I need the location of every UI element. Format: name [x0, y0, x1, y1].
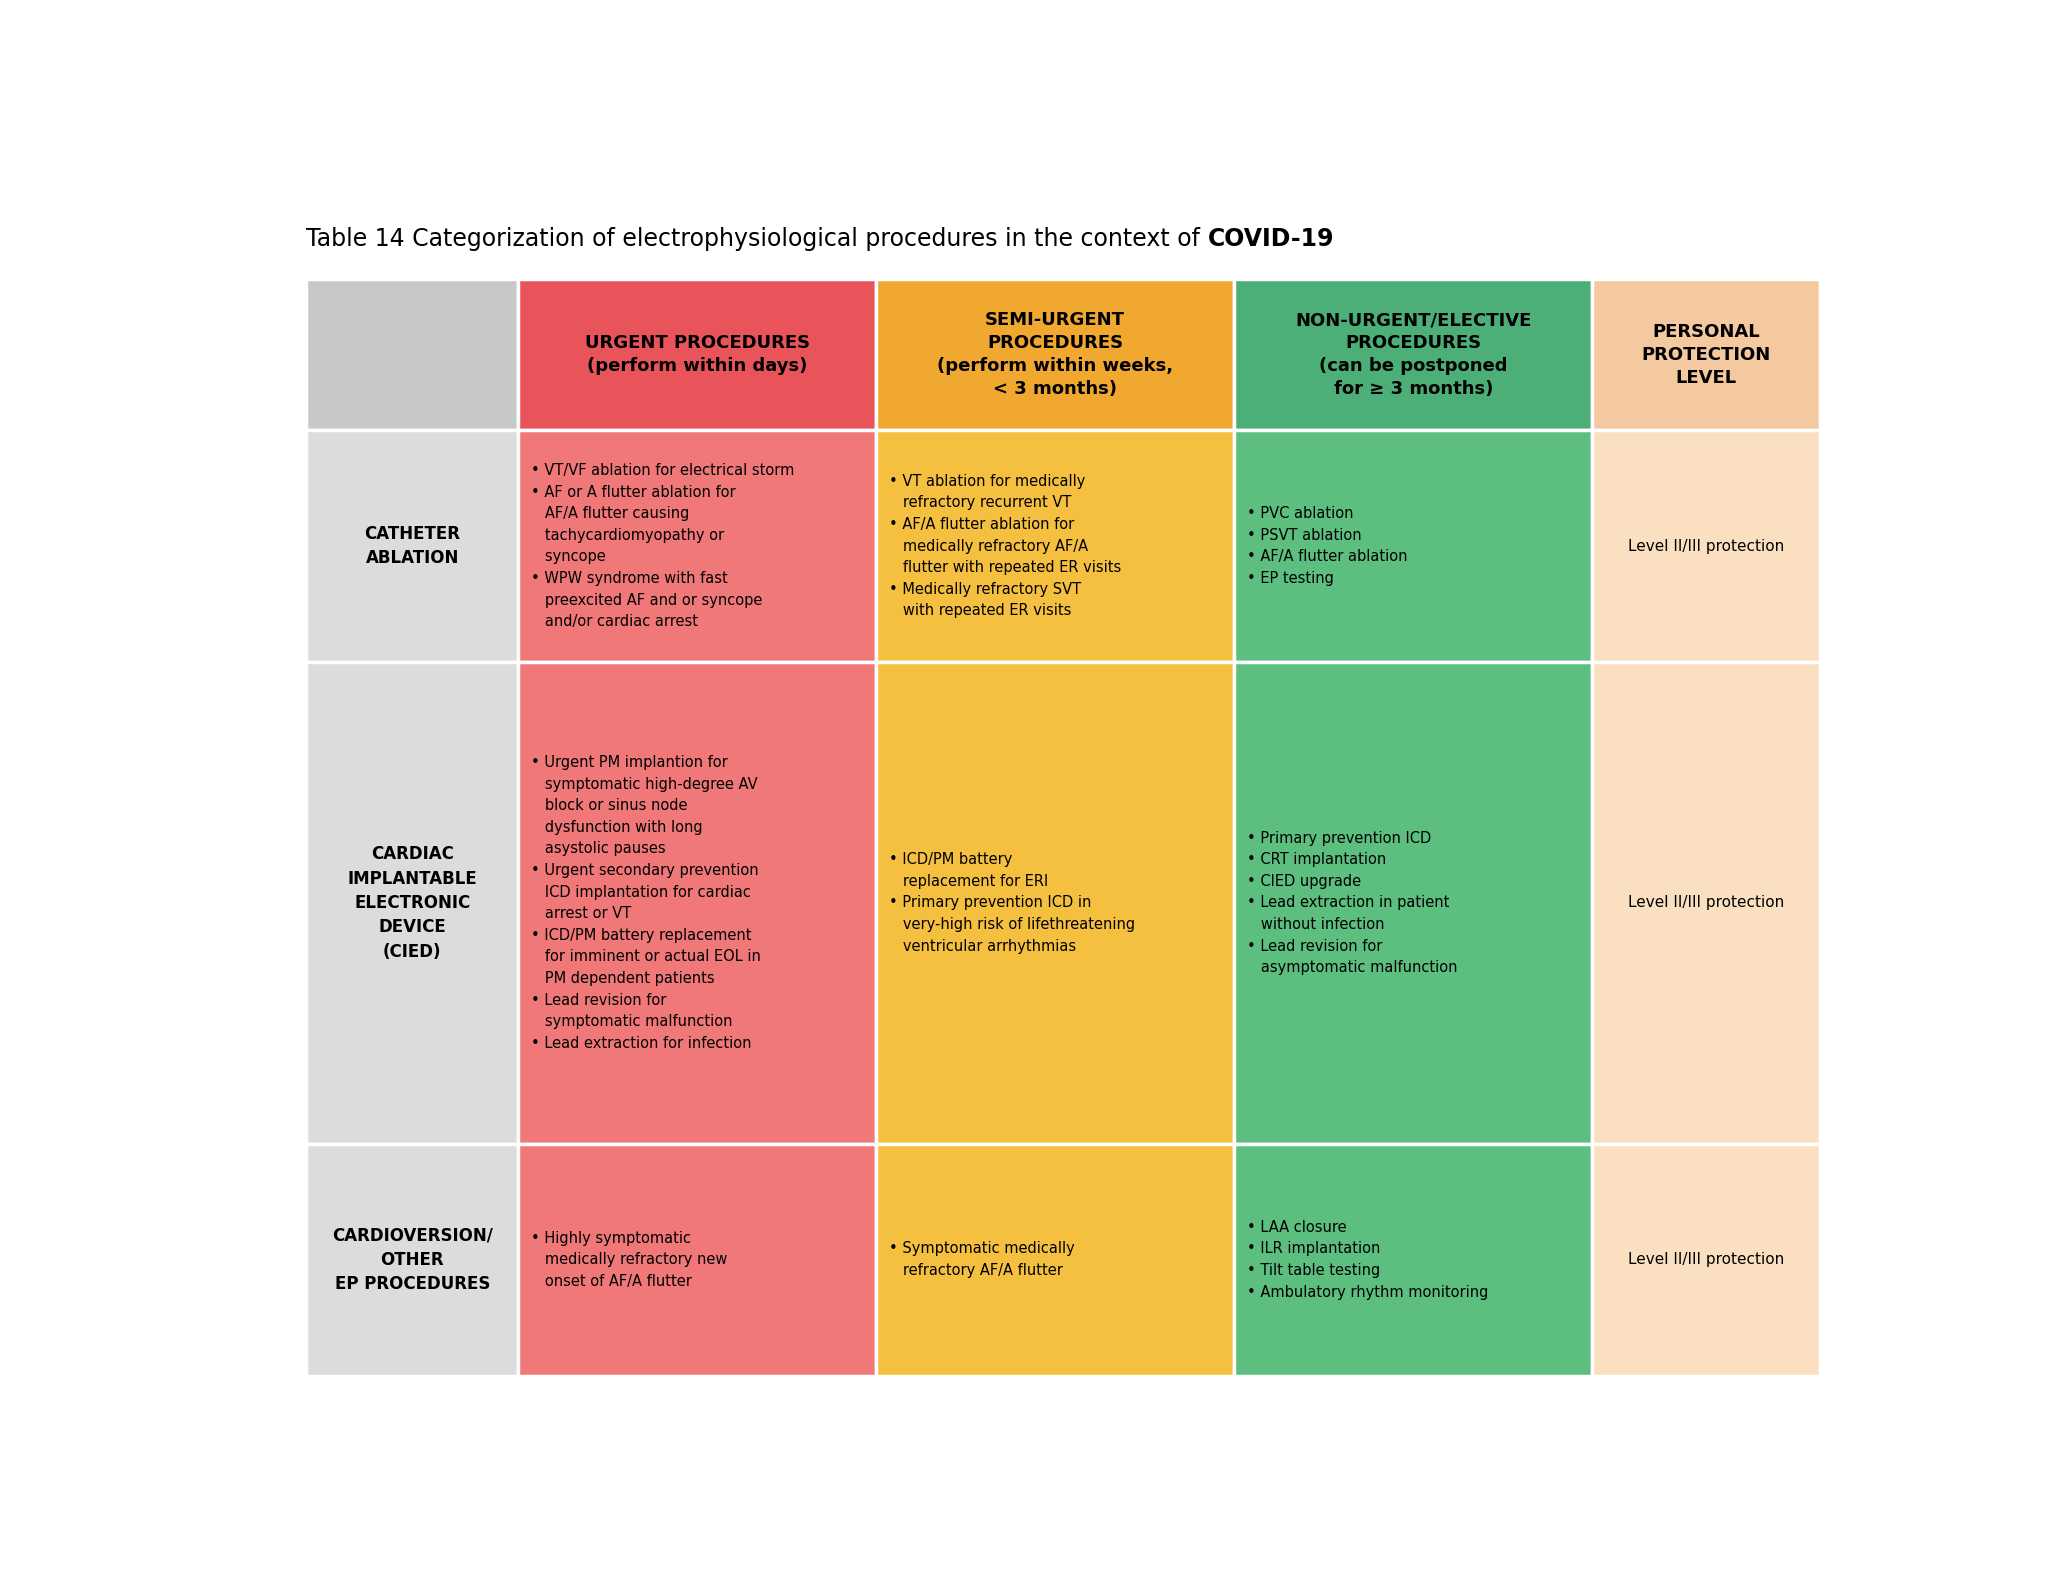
Bar: [876, 663, 1234, 1145]
Text: CATHETER
ABLATION: CATHETER ABLATION: [364, 524, 461, 567]
Bar: [1234, 279, 1592, 430]
Bar: [1234, 1145, 1592, 1375]
Bar: [1592, 279, 1821, 430]
Text: PERSONAL
PROTECTION
LEVEL: PERSONAL PROTECTION LEVEL: [1641, 323, 1771, 386]
Text: Level II/III protection: Level II/III protection: [1629, 539, 1784, 554]
Bar: [519, 1145, 876, 1375]
Text: URGENT PROCEDURES
(perform within days): URGENT PROCEDURES (perform within days): [585, 334, 810, 375]
Bar: [876, 1145, 1234, 1375]
Text: • VT/VF ablation for electrical storm
• AF or A flutter ablation for
   AF/A flu: • VT/VF ablation for electrical storm • …: [531, 463, 794, 630]
Text: Level II/III protection: Level II/III protection: [1629, 1253, 1784, 1267]
Bar: [519, 279, 876, 430]
Text: CARDIOVERSION/
OTHER
EP PROCEDURES: CARDIOVERSION/ OTHER EP PROCEDURES: [333, 1226, 492, 1294]
Bar: [306, 1145, 519, 1375]
Text: • Highly symptomatic
   medically refractory new
   onset of AF/A flutter: • Highly symptomatic medically refractor…: [531, 1231, 728, 1289]
Bar: [876, 430, 1234, 663]
Text: • Symptomatic medically
   refractory AF/A flutter: • Symptomatic medically refractory AF/A …: [889, 1242, 1075, 1278]
Text: • VT ablation for medically
   refractory recurrent VT
• AF/A flutter ablation f: • VT ablation for medically refractory r…: [889, 474, 1120, 619]
Bar: [306, 279, 519, 430]
Text: • Urgent PM implantion for
   symptomatic high-degree AV
   block or sinus node
: • Urgent PM implantion for symptomatic h…: [531, 755, 761, 1050]
Bar: [519, 430, 876, 663]
Text: SEMI-URGENT
PROCEDURES
(perform within weeks,
< 3 months): SEMI-URGENT PROCEDURES (perform within w…: [936, 311, 1174, 399]
Text: CARDIAC
IMPLANTABLE
ELECTRONIC
DEVICE
(CIED): CARDIAC IMPLANTABLE ELECTRONIC DEVICE (C…: [347, 845, 477, 961]
Text: • Primary prevention ICD
• CRT implantation
• CIED upgrade
• Lead extraction in : • Primary prevention ICD • CRT implantat…: [1246, 831, 1457, 975]
Text: • ICD/PM battery
   replacement for ERI
• Primary prevention ICD in
   very-high: • ICD/PM battery replacement for ERI • P…: [889, 853, 1135, 953]
Text: • PVC ablation
• PSVT ablation
• AF/A flutter ablation
• EP testing: • PVC ablation • PSVT ablation • AF/A fl…: [1246, 506, 1408, 586]
Bar: [1592, 663, 1821, 1145]
Bar: [1234, 430, 1592, 663]
Bar: [306, 430, 519, 663]
Text: NON-URGENT/ELECTIVE
PROCEDURES
(can be postponed
for ≥ 3 months): NON-URGENT/ELECTIVE PROCEDURES (can be p…: [1296, 311, 1532, 399]
Bar: [1592, 1145, 1821, 1375]
Text: Level II/III protection: Level II/III protection: [1629, 895, 1784, 911]
Text: Table 14 Categorization of electrophysiological procedures in the context of: Table 14 Categorization of electrophysio…: [306, 228, 1207, 251]
Bar: [1592, 430, 1821, 663]
Bar: [306, 663, 519, 1145]
Text: • LAA closure
• ILR implantation
• Tilt table testing
• Ambulatory rhythm monito: • LAA closure • ILR implantation • Tilt …: [1246, 1220, 1488, 1300]
Bar: [876, 279, 1234, 430]
Bar: [519, 663, 876, 1145]
Text: COVID-19: COVID-19: [1207, 228, 1335, 251]
Bar: [1234, 663, 1592, 1145]
